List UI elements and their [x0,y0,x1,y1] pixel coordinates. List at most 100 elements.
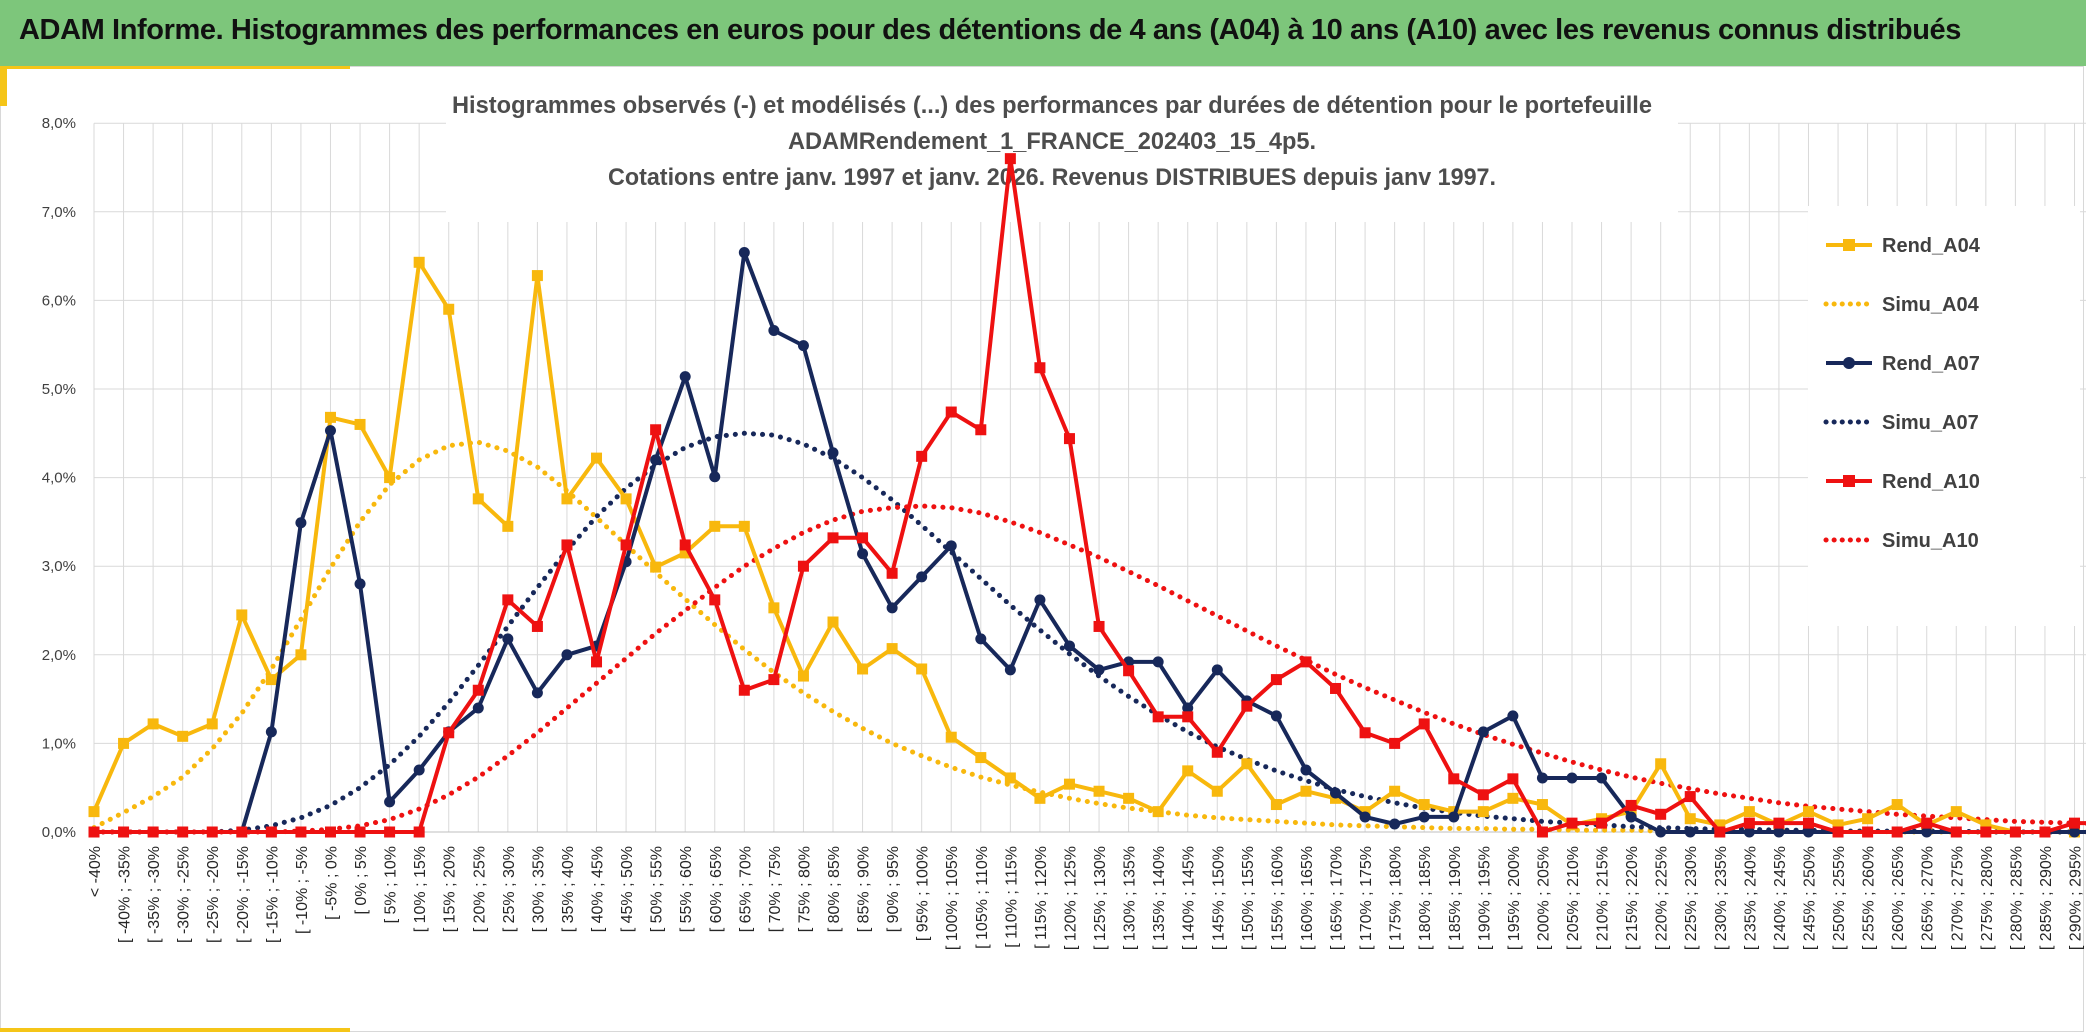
data-point [443,303,455,315]
x-tick-label: [ 50% ; 55% [649,846,666,932]
data-point [1773,826,1785,838]
x-tick-label: [ 145% ; 150% [1210,846,1227,950]
chart-title: Histogrammes observés (-) et modélisés (… [446,86,1678,222]
data-point [1891,799,1903,811]
legend-label: Rend_A04 [1882,235,1981,257]
data-point [1241,700,1253,712]
data-point [827,532,839,544]
data-point [1418,718,1430,730]
data-point [324,425,336,437]
data-point [1507,710,1519,722]
data-point [1655,826,1667,838]
data-point [975,633,987,645]
data-point [295,649,307,661]
x-tick-label: [ 235% ; 240% [1742,846,1759,950]
data-point [1536,799,1548,811]
data-point [177,826,189,838]
x-tick-label: [ 225% ; 230% [1683,846,1700,950]
x-tick-label: [ 30% ; 35% [530,846,547,932]
data-point [797,340,809,352]
series-line [94,250,2086,834]
data-point [2009,826,2021,838]
data-point [1625,811,1637,823]
chart-title-line: ADAMRendement_1_FRANCE_202403_15_4p5. [788,128,1316,155]
x-tick-label: [ 70% ; 75% [767,846,784,932]
data-point [1921,826,1933,838]
data-point [1448,773,1460,785]
data-point [709,520,721,532]
data-point [886,643,898,655]
x-tick-label: [ -25% ; -20% [205,846,222,943]
data-point [1152,806,1164,818]
data-point [295,517,307,529]
data-point [857,663,869,675]
data-point [1300,785,1312,797]
data-point [265,826,277,838]
x-tick-label: [ 205% ; 210% [1565,846,1582,950]
y-tick-label: 0,0% [42,824,76,841]
data-point [1152,711,1164,723]
data-point [1359,727,1371,739]
chart-title-line: Cotations entre janv. 1997 et janv. 2026… [608,164,1496,191]
data-point [1714,819,1726,831]
data-point [1389,785,1401,797]
data-point [1063,640,1075,652]
x-tick-label: [ 260% ; 265% [1890,846,1907,950]
data-point [1182,702,1194,714]
data-point [443,727,455,739]
data-point [1389,737,1401,749]
data-point [1182,765,1194,777]
x-tick-label: [ 170% ; 175% [1358,846,1375,950]
x-tick-label: [ -30% ; -25% [176,846,193,943]
chart-title-line: Histogrammes observés (-) et modélisés (… [452,92,1652,119]
data-point [1921,817,1933,829]
data-point [945,731,957,743]
x-tick-label: [ 185% ; 190% [1447,846,1464,950]
data-point [916,450,928,462]
legend-label: Simu_A10 [1882,530,1979,552]
data-point [975,752,987,764]
data-point [1477,726,1489,738]
x-tick-label: [ 190% ; 195% [1476,846,1493,950]
data-point [472,684,484,696]
data-point [1743,817,1755,829]
chart-title-background [446,86,1678,222]
data-point [1093,620,1105,632]
data-point [1566,817,1578,829]
data-point [650,424,662,436]
data-point [88,826,100,838]
data-point [413,764,425,776]
data-point [1773,817,1785,829]
legend: Rend_A04 Simu_A04 Rend_A07 Simu_A07 Rend_A10… [1808,206,2080,626]
data-point [1566,772,1578,784]
data-point [797,670,809,682]
data-point [561,539,573,551]
x-tick-label: [ 15% ; 20% [442,846,459,932]
data-point [738,247,750,259]
x-tick-label: [ 65% ; 70% [737,846,754,932]
data-point [1211,746,1223,758]
data-point [295,826,307,838]
series-Simu_A07 [91,430,2086,835]
x-tick-label: [ 195% ; 200% [1506,846,1523,950]
data-point [1802,817,1814,829]
data-point [1743,806,1755,818]
series-line [91,439,2086,835]
x-tick-label: [ 105% ; 110% [974,846,991,949]
x-tick-label: [ 215% ; 220% [1624,846,1641,950]
y-tick-label: 8,0% [42,115,76,132]
x-tick-label: [ 230% ; 235% [1713,846,1730,950]
data-point [236,609,248,621]
x-tick-label: [ 130% ; 135% [1122,846,1139,950]
data-point [679,547,691,559]
x-tick-label: [ 10% ; 15% [412,846,429,932]
data-point [1004,772,1016,784]
data-point [1418,811,1430,823]
x-tick-label: < -40% [87,846,104,897]
data-point [1802,806,1814,818]
legend-marker [1843,475,1855,487]
data-point [354,578,366,590]
data-point [1477,789,1489,801]
data-point [1596,817,1608,829]
data-point [1034,594,1046,606]
